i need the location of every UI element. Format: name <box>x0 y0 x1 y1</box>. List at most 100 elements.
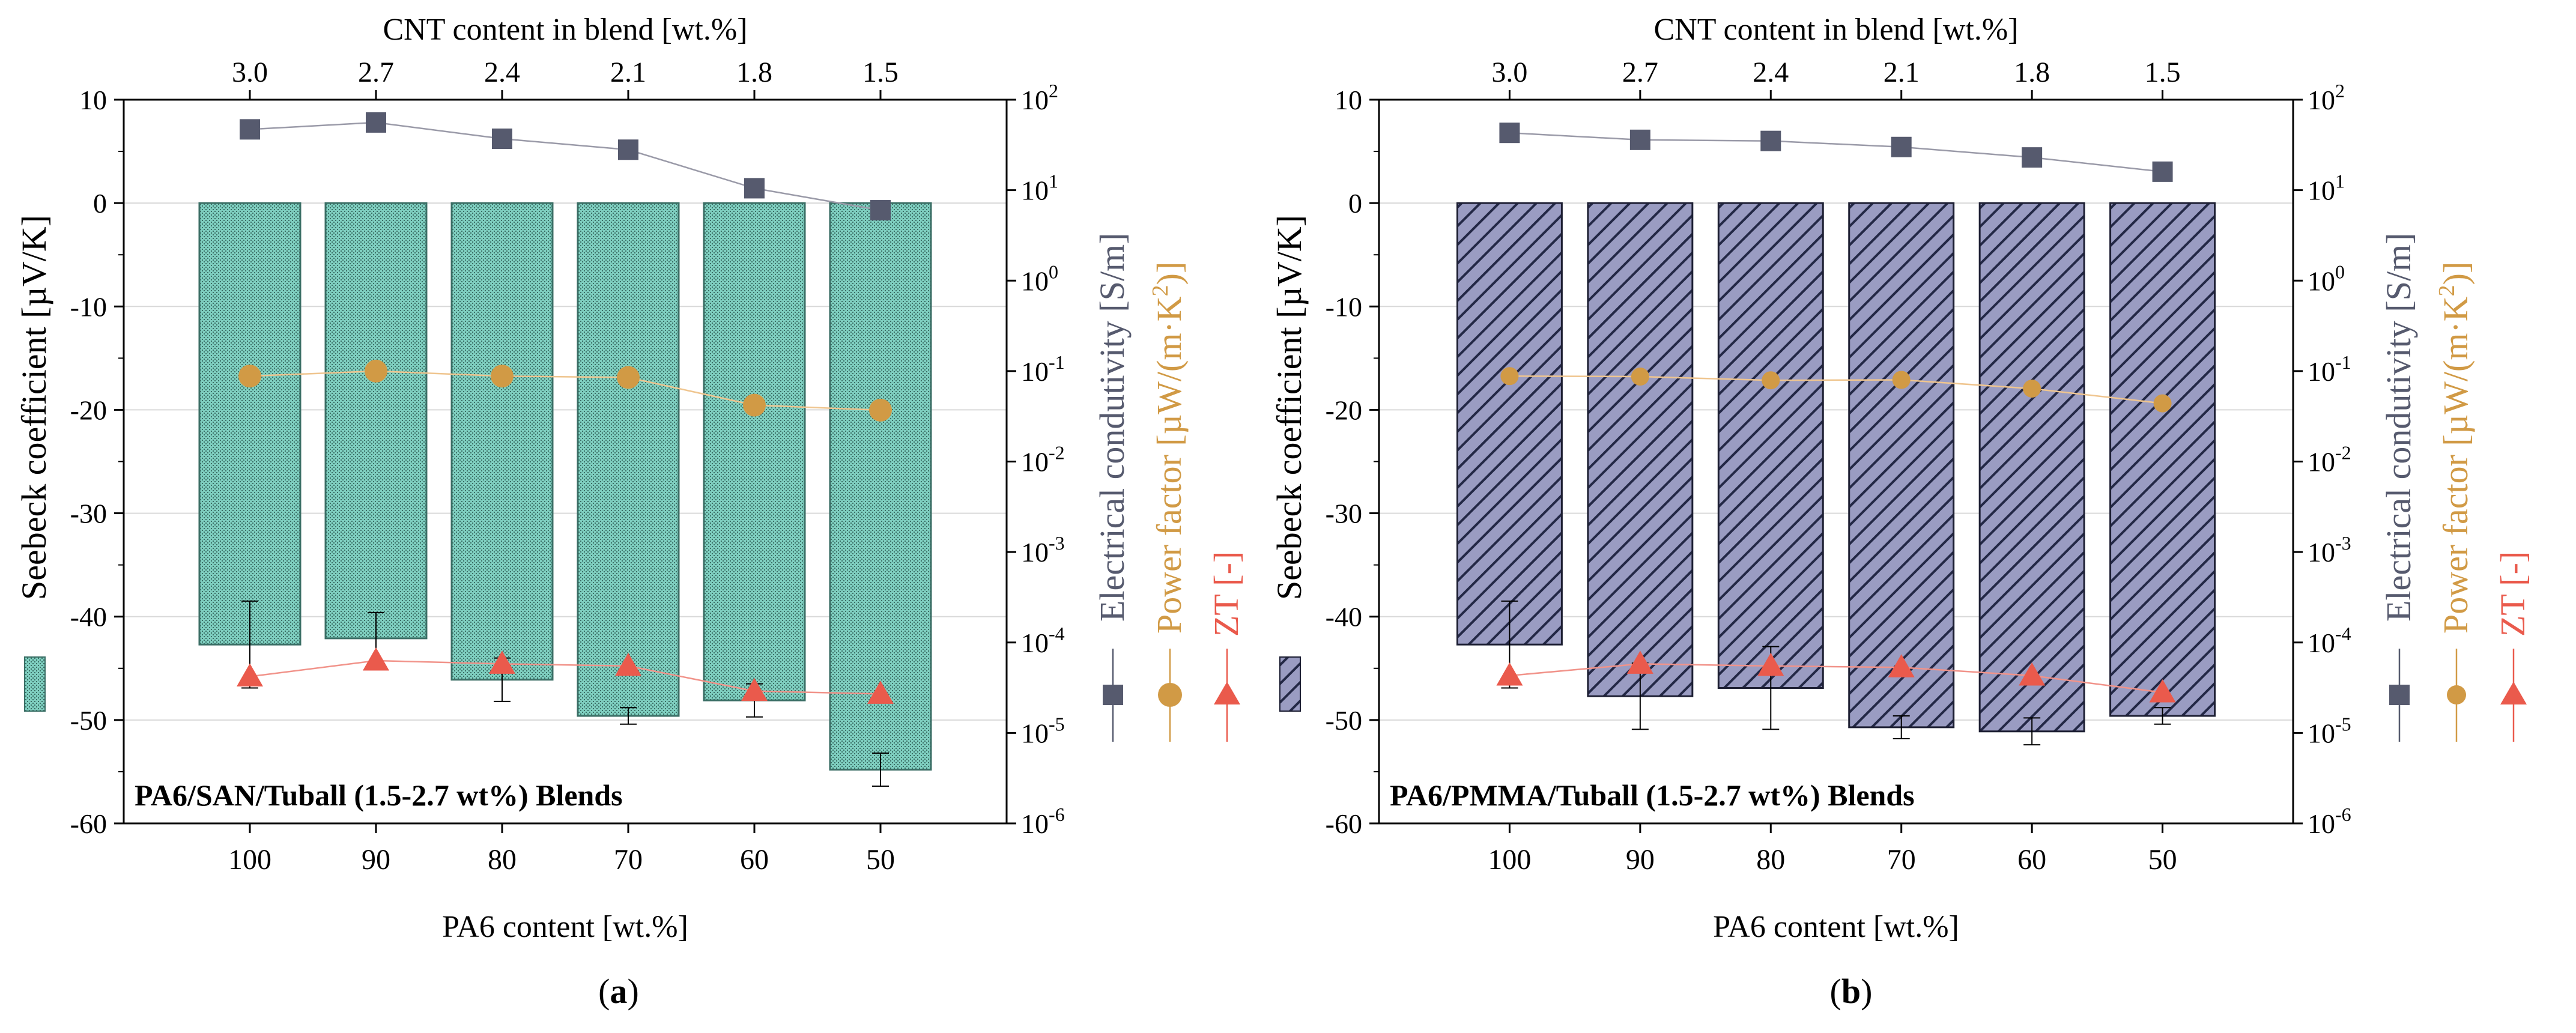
power-factor-point <box>869 398 892 422</box>
power-factor-point <box>617 366 640 389</box>
y2-tick-label: 10-6 <box>1021 804 1065 839</box>
power-factor-point <box>743 393 766 417</box>
y2-tick-base: 10 <box>1021 628 1049 658</box>
y-tick-label: -50 <box>70 705 107 736</box>
y2-label-superscript: 2 <box>2434 285 2459 296</box>
y2-label-text: Power factor [µW/(m·K <box>2436 296 2475 634</box>
y2-label-zt: ZT [-] <box>2493 551 2532 637</box>
seebeck-bar <box>2109 202 2216 717</box>
x2-tick-label: 2.7 <box>358 56 394 88</box>
y-axis-label: Seebeck coefficient [µV/K] <box>14 215 53 600</box>
y-tick-label: -10 <box>1326 291 1362 322</box>
legend-conductivity-marker <box>1103 685 1123 705</box>
y2-tick-exponent: -4 <box>1049 623 1065 644</box>
y-tick-label: 0 <box>93 188 107 219</box>
y2-label-conductivity: Electrical condutivity [S/m] <box>1093 233 1132 622</box>
conductivity-point <box>1891 136 1912 157</box>
zt-line <box>1509 663 2163 694</box>
conductivity-point <box>1760 130 1781 151</box>
y-tick-label: -20 <box>1326 395 1362 425</box>
zt-point <box>741 677 768 701</box>
conductivity-point <box>870 200 891 221</box>
legend-power-factor-marker <box>2447 685 2466 704</box>
x-tick-label: 70 <box>1887 844 1916 876</box>
y-tick-label: 0 <box>1348 188 1362 219</box>
x-tick-label: 50 <box>866 844 895 876</box>
power-factor-point <box>1762 371 1780 390</box>
x-tick-label: 100 <box>228 844 271 876</box>
seebeck-bar <box>1978 202 2085 733</box>
x2-tick-label: 3.0 <box>1491 56 1527 88</box>
chart-panel-a: 100-10-20-30-40-50-6010210110010-110-210… <box>14 13 1246 1011</box>
y2-tick-base: 10 <box>2308 85 2335 115</box>
y2-tick-base: 10 <box>2308 175 2335 206</box>
x-tick-label: 80 <box>488 844 517 876</box>
y-tick-label: -40 <box>70 602 107 632</box>
y2-tick-label: 10-2 <box>1021 442 1065 477</box>
conductivity-point <box>492 129 512 150</box>
seebeck-bar <box>1456 202 1563 646</box>
zt-point <box>2019 662 2046 686</box>
y2-tick-exponent: -2 <box>2335 442 2351 464</box>
x2-tick-label: 1.5 <box>2145 56 2181 88</box>
x2-tick-label: 1.8 <box>736 56 772 88</box>
y-tick-label: -40 <box>1326 602 1362 632</box>
panel-label-paren: ) <box>1861 972 1872 1011</box>
y-tick-label: -50 <box>1326 705 1362 736</box>
y2-tick-exponent: 1 <box>2335 171 2345 192</box>
legend-conductivity-marker <box>2389 685 2410 705</box>
zt-point <box>489 650 515 674</box>
y2-label-zt: ZT [-] <box>1207 551 1246 637</box>
y2-tick-base: 10 <box>1021 718 1049 748</box>
x2-tick-label: 1.5 <box>862 56 899 88</box>
x2-tick-label: 2.4 <box>484 56 520 88</box>
y2-tick-label: 10-1 <box>2308 351 2351 387</box>
legend-zt-marker <box>1214 682 1240 704</box>
y2-tick-base: 10 <box>2308 808 2335 839</box>
y2-tick-base: 10 <box>1021 85 1049 115</box>
conductivity-point <box>1629 129 1650 150</box>
y2-tick-label: 101 <box>1021 171 1058 206</box>
conductivity-point <box>618 139 638 160</box>
y2-tick-exponent: 2 <box>1049 80 1058 101</box>
y-tick-label: -30 <box>1326 498 1362 529</box>
power-factor-point <box>1500 367 1519 386</box>
y2-label-text: Electrical condutivity [S/m] <box>1093 233 1132 622</box>
y2-tick-label: 100 <box>2308 261 2345 296</box>
seebeck-bar <box>577 202 680 717</box>
x-tick-label: 80 <box>1756 844 1785 876</box>
zt-point <box>1626 650 1653 674</box>
y2-tick-base: 10 <box>1021 447 1049 477</box>
y2-tick-base: 10 <box>2308 537 2335 568</box>
y2-tick-base: 10 <box>2308 628 2335 658</box>
panel-label-letter: a <box>610 972 628 1011</box>
y2-label-power-factor: Power factor [µW/(m·K2)] <box>1148 262 1189 634</box>
panel-label-paren: ) <box>628 972 639 1011</box>
y2-tick-label: 10-4 <box>2308 623 2351 658</box>
seebeck-bar <box>703 202 806 701</box>
y2-tick-exponent: -6 <box>1049 804 1065 825</box>
y2-tick-label: 102 <box>2308 80 2345 115</box>
y2-label-superscript: 2 <box>1148 285 1173 296</box>
legend-bar-swatch <box>24 656 46 712</box>
conductivity-line <box>249 121 881 211</box>
panel-label: (b) <box>1830 972 1873 1011</box>
conductivity-line <box>1509 132 2163 173</box>
power-factor-point <box>2153 394 2172 413</box>
y2-tick-label: 100 <box>1021 261 1058 296</box>
y2-label-text: Electrical condutivity [S/m] <box>2379 233 2418 622</box>
zt-line <box>249 659 881 695</box>
power-factor-line <box>1509 375 2163 404</box>
seebeck-bar <box>324 202 428 640</box>
y2-tick-exponent: -1 <box>2335 351 2351 373</box>
zt-point <box>1888 654 1915 677</box>
panel-label-paren: ( <box>1830 972 1841 1011</box>
y2-tick-label: 101 <box>2308 171 2345 206</box>
y2-tick-base: 10 <box>1021 356 1049 387</box>
legend-power-factor-marker <box>1158 683 1182 707</box>
y2-tick-base: 10 <box>1021 537 1049 568</box>
panel-label-paren: ( <box>598 972 610 1011</box>
x2-axis-label: CNT content in blend [wt.%] <box>383 13 747 47</box>
